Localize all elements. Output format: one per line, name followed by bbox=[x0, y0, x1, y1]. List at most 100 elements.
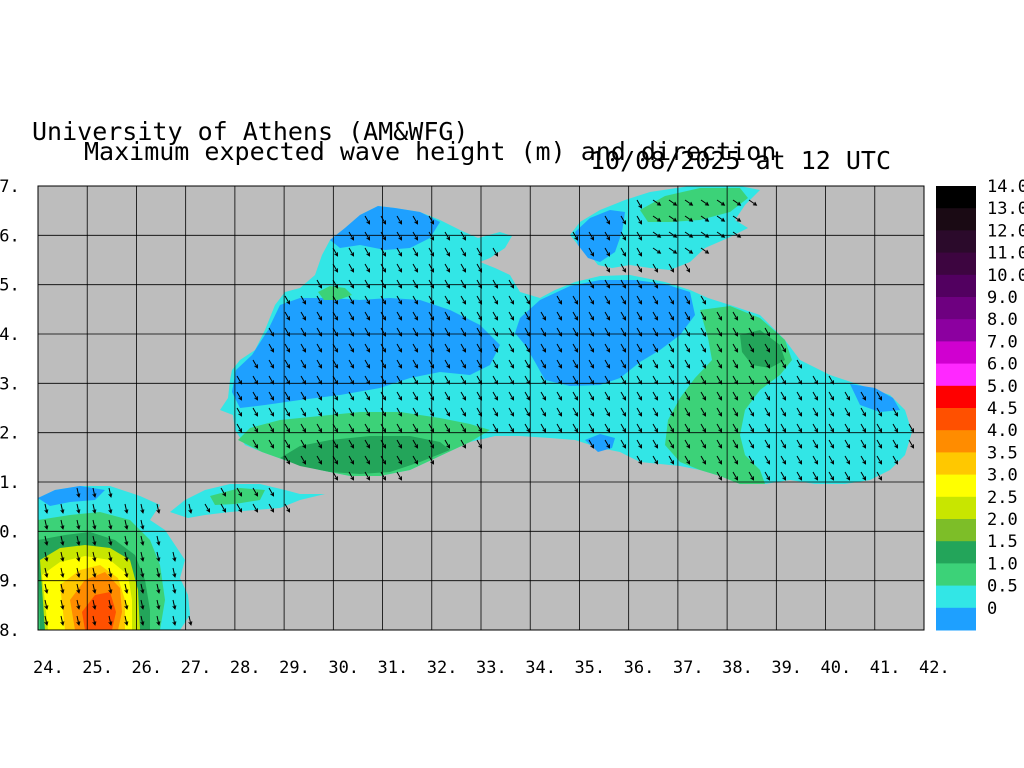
direction-arrow bbox=[540, 343, 547, 353]
direction-arrow bbox=[396, 391, 403, 401]
direction-arrow bbox=[412, 247, 419, 257]
direction-arrow bbox=[588, 295, 595, 305]
direction-arrow bbox=[332, 311, 339, 321]
direction-arrow bbox=[716, 343, 723, 353]
direction-arrow bbox=[332, 455, 339, 465]
direction-arrow bbox=[108, 519, 113, 530]
direction-arrow bbox=[524, 375, 531, 385]
colorbar-label: 0 bbox=[987, 599, 997, 619]
colorbar-label: 4.0 bbox=[987, 421, 1018, 441]
direction-arrow bbox=[716, 375, 723, 385]
direction-arrow bbox=[748, 343, 755, 353]
direction-arrow bbox=[236, 375, 243, 385]
direction-arrow bbox=[492, 423, 499, 433]
direction-arrow bbox=[668, 343, 675, 353]
direction-arrow bbox=[380, 423, 387, 433]
direction-arrow bbox=[636, 423, 643, 433]
colorbar-swatch bbox=[936, 319, 976, 342]
direction-arrow bbox=[604, 375, 611, 385]
colorbar-label: 1.0 bbox=[987, 554, 1018, 574]
direction-arrow bbox=[604, 279, 611, 289]
direction-arrow bbox=[348, 231, 355, 241]
direction-arrow bbox=[444, 423, 451, 433]
direction-arrow bbox=[636, 407, 643, 417]
direction-arrow bbox=[636, 231, 643, 241]
direction-arrow bbox=[812, 423, 819, 433]
direction-arrow bbox=[444, 279, 451, 289]
direction-arrow bbox=[636, 439, 643, 449]
lat-tick-label: 41. bbox=[0, 473, 20, 493]
direction-arrow bbox=[668, 359, 675, 369]
direction-arrow bbox=[236, 503, 243, 513]
direction-arrow bbox=[76, 551, 81, 562]
direction-arrow bbox=[860, 423, 867, 433]
direction-arrow bbox=[588, 343, 595, 353]
direction-arrow bbox=[668, 327, 675, 337]
direction-arrow bbox=[668, 215, 678, 222]
colorbar-swatch bbox=[936, 430, 976, 453]
direction-arrow bbox=[284, 311, 291, 321]
colorbar-label: 11.0 bbox=[987, 244, 1024, 264]
direction-arrow bbox=[716, 471, 723, 481]
direction-arrow bbox=[860, 391, 867, 401]
direction-arrow bbox=[284, 503, 291, 513]
direction-arrow bbox=[380, 215, 387, 225]
direction-arrow bbox=[780, 391, 787, 401]
direction-arrow bbox=[588, 279, 595, 289]
direction-arrow bbox=[492, 311, 499, 321]
direction-arrow bbox=[732, 455, 739, 465]
direction-arrow bbox=[700, 343, 707, 353]
colorbar-label: 5.0 bbox=[987, 377, 1018, 397]
direction-arrow bbox=[300, 439, 307, 449]
direction-arrow bbox=[460, 231, 467, 241]
direction-arrow bbox=[540, 391, 547, 401]
colorbar-label: 4.5 bbox=[987, 399, 1018, 419]
direction-arrow bbox=[60, 551, 65, 562]
lat-tick-label: 47. bbox=[0, 177, 20, 197]
lon-tick-label: 27. bbox=[181, 658, 212, 678]
direction-arrow bbox=[796, 439, 803, 449]
direction-arrow bbox=[348, 343, 355, 353]
direction-arrow bbox=[844, 455, 851, 465]
direction-arrow bbox=[236, 487, 243, 497]
direction-arrow bbox=[668, 295, 675, 305]
direction-arrow bbox=[396, 359, 403, 369]
direction-arrow bbox=[508, 407, 515, 417]
direction-arrow bbox=[908, 423, 915, 433]
direction-arrow bbox=[860, 439, 867, 449]
direction-arrow bbox=[348, 423, 355, 433]
direction-arrow bbox=[764, 375, 771, 385]
direction-arrow bbox=[764, 359, 771, 369]
direction-arrow bbox=[604, 343, 611, 353]
direction-arrow bbox=[300, 311, 307, 321]
direction-arrow bbox=[620, 375, 627, 385]
direction-arrow bbox=[636, 247, 643, 257]
direction-arrow bbox=[716, 311, 723, 321]
direction-arrow bbox=[636, 455, 643, 465]
direction-arrow bbox=[492, 407, 499, 417]
colorbar-label: 12.0 bbox=[987, 221, 1024, 241]
direction-arrow bbox=[444, 375, 451, 385]
direction-arrow bbox=[348, 263, 355, 273]
direction-arrow bbox=[572, 231, 579, 241]
direction-arrow bbox=[860, 455, 867, 465]
direction-arrow bbox=[764, 327, 771, 337]
direction-arrow bbox=[332, 471, 339, 481]
direction-arrow bbox=[140, 519, 145, 530]
direction-arrow bbox=[844, 391, 851, 401]
direction-arrow bbox=[380, 407, 387, 417]
direction-arrow bbox=[76, 567, 81, 578]
direction-arrow bbox=[588, 359, 595, 369]
direction-arrow bbox=[876, 455, 883, 465]
direction-arrow bbox=[284, 359, 291, 369]
direction-arrow bbox=[396, 375, 403, 385]
direction-arrow bbox=[652, 263, 659, 273]
direction-arrow bbox=[556, 375, 563, 385]
direction-arrow bbox=[460, 327, 467, 337]
colorbar-label: 6.0 bbox=[987, 355, 1018, 375]
direction-arrow bbox=[524, 311, 531, 321]
direction-arrow bbox=[380, 391, 387, 401]
direction-arrow bbox=[764, 455, 771, 465]
direction-arrow bbox=[652, 327, 659, 337]
direction-arrow bbox=[588, 423, 595, 433]
